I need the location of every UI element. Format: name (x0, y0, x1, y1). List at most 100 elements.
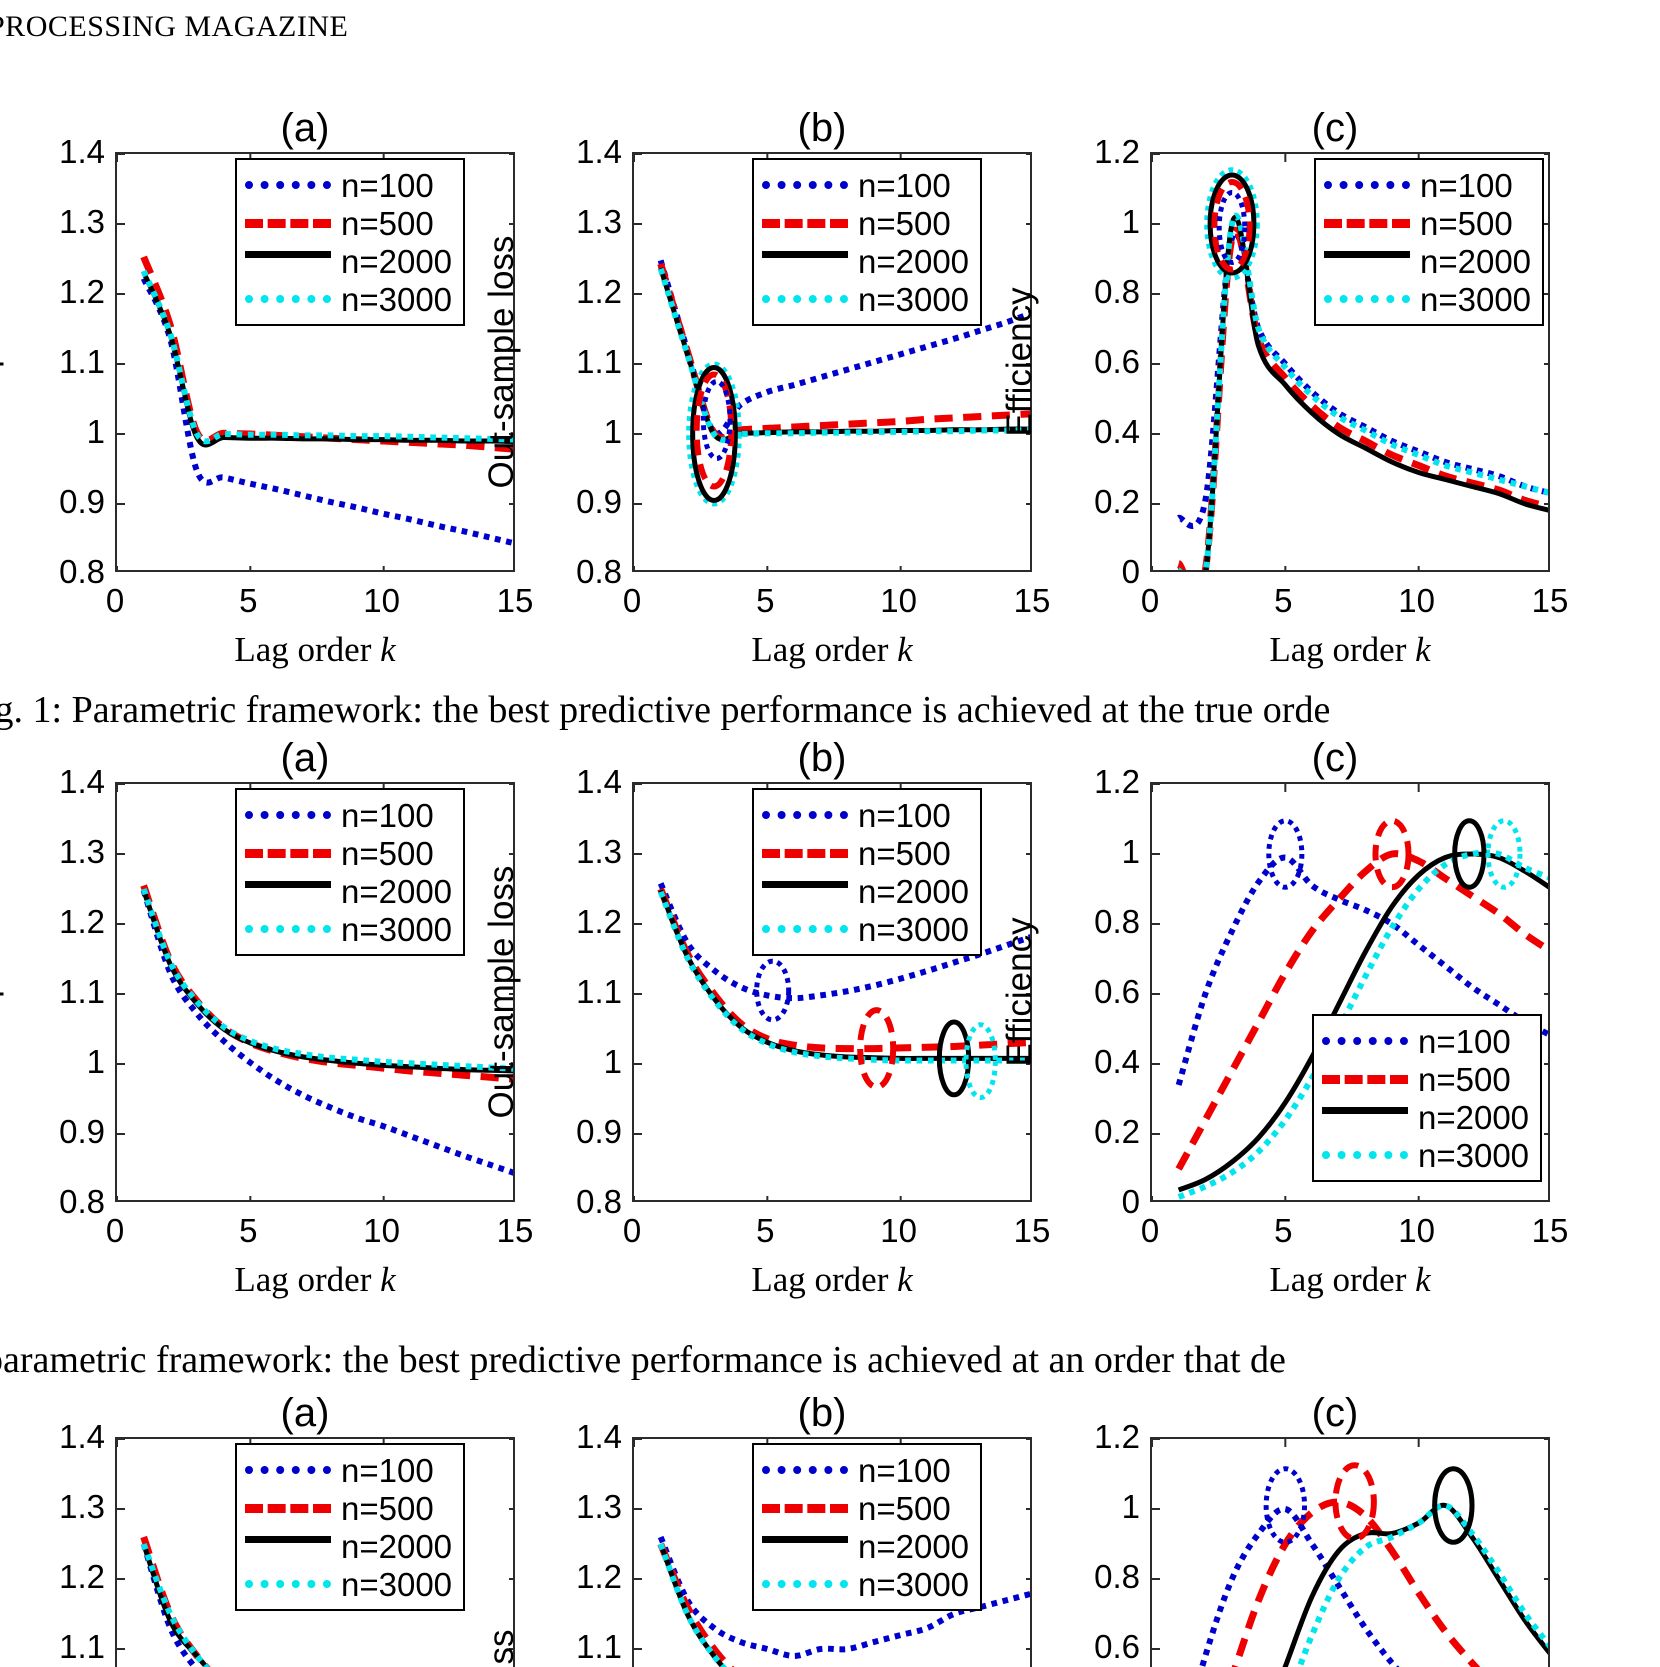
y-tick-label: 1 (86, 413, 105, 450)
highlight-ellipse (1452, 818, 1487, 890)
x-tick-label: 0 (105, 1212, 125, 1249)
legend-item: n=3000 (762, 1565, 970, 1603)
highlight-ellipse (1485, 818, 1523, 890)
series-line (657, 890, 1030, 1064)
highlight-ellipse (1207, 172, 1257, 276)
legend-label: n=100 (1420, 166, 1513, 204)
x-axis-label-symbol: k (380, 630, 396, 669)
y-tick-label: 1.4 (59, 1418, 105, 1455)
legend: n=100 n=500 n=2000 n=3000 (1312, 1014, 1542, 1182)
x-tick-label: 15 (496, 582, 534, 619)
legend-line-swatch (245, 218, 331, 228)
highlight-ellipse (1372, 817, 1412, 891)
highlight-ellipse (1332, 1462, 1377, 1542)
legend-line-swatch (1322, 1074, 1408, 1084)
legend-item: n=3000 (1322, 1136, 1530, 1174)
x-tick-label: 10 (880, 582, 918, 619)
legend-label: n=3000 (341, 280, 453, 318)
legend-line-swatch (762, 848, 848, 858)
x-tick-label: 5 (1274, 582, 1293, 619)
legend-label: n=2000 (1420, 242, 1532, 280)
legend-line-swatch (245, 250, 331, 272)
legend-label: n=3000 (341, 1565, 453, 1603)
x-axis-label: Lag order k (115, 1260, 515, 1300)
legend-label: n=500 (858, 1489, 951, 1527)
y-tick-label: 1 (1121, 203, 1140, 240)
legend-label: n=2000 (858, 242, 970, 280)
legend-item: n=100 (1322, 1022, 1530, 1060)
x-axis-label-text: Lag order (1269, 1260, 1416, 1299)
y-tick-label: 0.6 (1094, 973, 1140, 1010)
legend-line-swatch (762, 1535, 848, 1557)
legend-item: n=500 (762, 1489, 970, 1527)
series-line (657, 267, 1030, 443)
legend-line-swatch (245, 295, 331, 303)
x-tick-label: 5 (756, 1212, 775, 1249)
series-line (1198, 1505, 1400, 1667)
panel-title: (c) (1311, 736, 1359, 780)
y-tick-label: 1.3 (576, 203, 622, 240)
legend-item: n=2000 (762, 1527, 970, 1565)
y-tick-label: 1.4 (59, 133, 105, 170)
panel-title: (c) (1311, 1395, 1359, 1435)
x-tick-label: 5 (239, 1212, 258, 1249)
legend-item: n=500 (762, 204, 970, 242)
y-tick-label: 0.9 (576, 483, 622, 520)
legend: n=100 n=500 n=2000 n=3000 (1314, 158, 1544, 326)
highlight-ellipse (936, 1019, 972, 1098)
y-axis-label: Efficiency (1000, 287, 1039, 437)
legend-item: n=500 (1324, 204, 1532, 242)
y-tick-label: 1.2 (59, 273, 105, 310)
x-axis-label-text: Lag order (751, 630, 898, 669)
series-line (657, 887, 1030, 1053)
legend-item: n=500 (245, 834, 453, 872)
series-line (1177, 849, 1548, 1200)
y-axis-label: Efficiency (1000, 917, 1039, 1067)
x-tick-label: 10 (1398, 582, 1436, 619)
legend-item: n=3000 (762, 280, 970, 318)
legend: n=100 n=500 n=2000 n=3000 (752, 788, 982, 956)
legend-line-swatch (245, 1503, 331, 1513)
highlight-ellipse (700, 379, 733, 461)
legend-item: n=500 (1322, 1060, 1530, 1098)
y-tick-label: 1.2 (576, 903, 622, 940)
legend-line-swatch (245, 811, 331, 819)
legend-label: n=3000 (1418, 1136, 1530, 1174)
figure-fig2: (a) 0.8 0.9 1 1.1 1.2 1.3 1.4 0 5 10 15 In-sample lo… (0, 736, 1660, 1340)
y-axis-label: In-sample loss (0, 879, 4, 1105)
y-tick-label: 0.8 (59, 1183, 105, 1220)
legend-line-swatch (1324, 218, 1410, 228)
legend: n=100 n=500 n=2000 n=3000 (235, 788, 465, 956)
series-line (657, 1542, 735, 1667)
legend-line-swatch (762, 1503, 848, 1513)
legend-item: n=3000 (762, 910, 970, 948)
y-axis-label: Out-sample loss (482, 235, 521, 489)
x-tick-label: 5 (1274, 1212, 1293, 1249)
series-line (140, 884, 513, 1083)
legend-line-swatch (245, 925, 331, 933)
panel-title: (a) (280, 1395, 330, 1435)
x-tick-label: 15 (1013, 1212, 1051, 1249)
legend-line-swatch (762, 250, 848, 272)
highlight-ellipse (690, 365, 738, 503)
legend-item: n=2000 (245, 242, 453, 280)
figure-caption: ig. 1: Parametric framework: the best pr… (0, 689, 1331, 731)
legend: n=100 n=500 n=2000 n=3000 (752, 1443, 982, 1611)
x-tick-label: 5 (239, 582, 258, 619)
series-line (658, 1543, 727, 1667)
series-line (1175, 212, 1548, 570)
legend-label: n=500 (1420, 204, 1513, 242)
panel-title: (b) (797, 1395, 847, 1435)
highlight-ellipse (754, 958, 792, 1023)
x-tick-label: 5 (756, 582, 775, 619)
legend-label: n=3000 (858, 1565, 970, 1603)
x-tick-label: 10 (363, 1212, 401, 1249)
series-line (1176, 226, 1548, 570)
y-tick-label: 0.9 (59, 483, 105, 520)
y-tick-label: 1.3 (59, 1488, 105, 1525)
series-line (657, 882, 1030, 1002)
series-line (1231, 1498, 1481, 1667)
y-tick-label: 0.2 (1094, 1113, 1140, 1150)
y-axis-label: ss (0, 1629, 4, 1665)
x-axis-label-text: Lag order (234, 1260, 381, 1299)
